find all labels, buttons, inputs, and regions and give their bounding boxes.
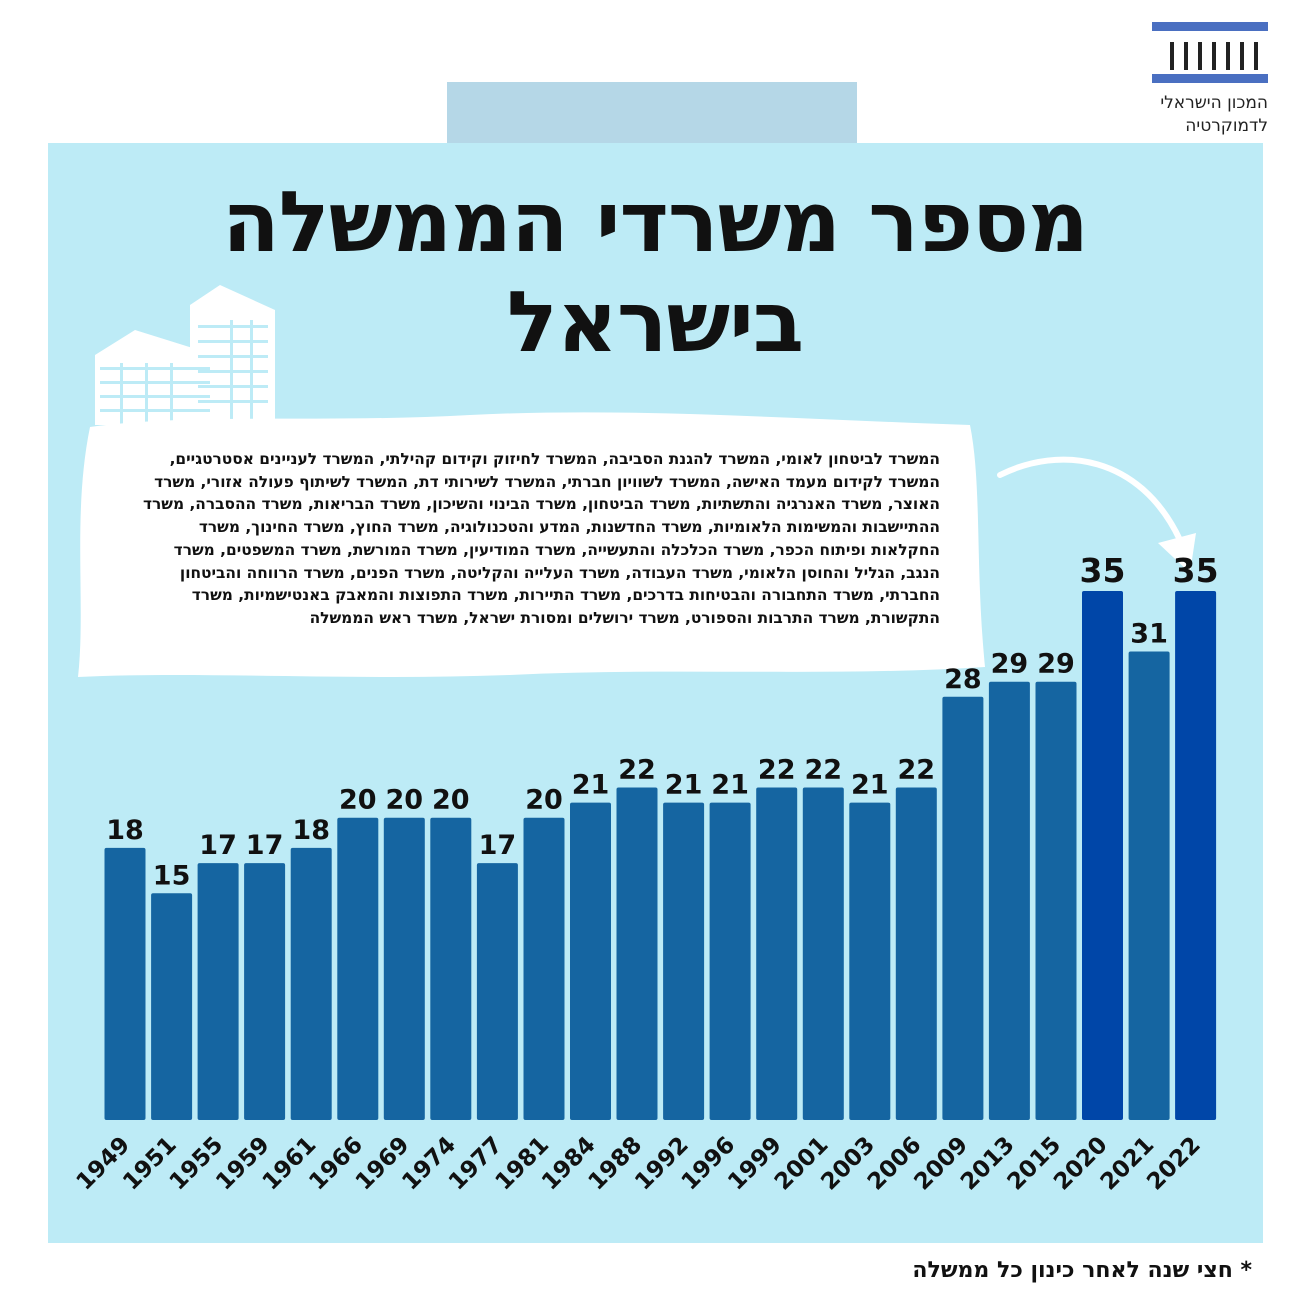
data-label-2021: 31 <box>1130 619 1168 650</box>
bar-1951 <box>151 893 193 1120</box>
bar-2001 <box>802 787 844 1120</box>
data-label-1984: 21 <box>572 770 610 801</box>
bar-1949 <box>104 847 146 1120</box>
header-tab <box>447 82 857 144</box>
bar-1996 <box>709 802 751 1120</box>
bar-1981 <box>523 817 565 1120</box>
data-label-1999: 22 <box>758 755 796 786</box>
tick-label-2022: 2022 <box>1142 1132 1206 1196</box>
footnote: * חצי שנה לאחר כינון כל ממשלה <box>912 1258 1252 1283</box>
bar-2015 <box>1035 681 1077 1120</box>
bar-1969 <box>383 817 425 1120</box>
data-label-1988: 22 <box>618 755 656 786</box>
bar-1988 <box>616 787 658 1120</box>
bar-1961 <box>290 847 332 1120</box>
bar-1984 <box>570 802 611 1120</box>
logo-line-1: המכון הישראלי <box>1160 93 1268 113</box>
data-label-2013: 29 <box>991 649 1029 680</box>
bar-1999 <box>756 787 798 1120</box>
data-label-1949: 18 <box>106 815 144 846</box>
data-label-1974: 20 <box>432 785 470 816</box>
bar-2022 <box>1175 591 1217 1120</box>
logo-line-2: לדמוקרטיה <box>1185 116 1268 136</box>
bar-2020 <box>1082 591 1123 1120</box>
bar-1959 <box>244 863 286 1120</box>
data-label-1951: 15 <box>153 860 191 891</box>
data-label-2009: 28 <box>944 664 982 695</box>
data-label-1955: 17 <box>199 830 237 861</box>
bar-2009 <box>942 696 984 1120</box>
data-label-1981: 20 <box>525 785 563 816</box>
bar-1966 <box>337 817 379 1120</box>
page-title: מספר משרדי הממשלה בישראל <box>222 173 1089 371</box>
note-brush-background <box>78 412 985 677</box>
bar-2006 <box>895 787 937 1120</box>
bar-2003 <box>849 802 891 1120</box>
ministries-list: המשרד לביטחון לאומי, המשרד להגנת הסביבה,… <box>142 450 940 627</box>
data-label-1966: 20 <box>339 785 377 816</box>
data-label-1969: 20 <box>386 785 424 816</box>
data-label-1977: 17 <box>479 830 517 861</box>
data-label-2006: 22 <box>898 755 936 786</box>
bar-2021 <box>1128 651 1170 1120</box>
data-label-2022: 35 <box>1173 551 1219 590</box>
data-label-2001: 22 <box>805 755 843 786</box>
bar-1955 <box>197 863 239 1120</box>
data-label-1959: 17 <box>246 830 284 861</box>
data-label-1961: 18 <box>292 815 330 846</box>
bar-1974 <box>430 817 472 1120</box>
data-label-2015: 29 <box>1037 649 1075 680</box>
data-label-2020: 35 <box>1080 551 1126 590</box>
bar-2013 <box>988 681 1030 1120</box>
data-label-1996: 21 <box>711 770 749 801</box>
bar-1992 <box>663 802 705 1120</box>
institute-logo-text: המכון הישראלי לדמוקרטיה <box>1120 92 1268 138</box>
buildings-icon <box>95 285 275 425</box>
data-label-1992: 21 <box>665 770 703 801</box>
bar-1977 <box>476 863 518 1120</box>
institute-logo-icon <box>1152 22 1268 83</box>
curved-arrow-icon <box>997 456 1196 573</box>
data-label-2003: 21 <box>851 770 889 801</box>
